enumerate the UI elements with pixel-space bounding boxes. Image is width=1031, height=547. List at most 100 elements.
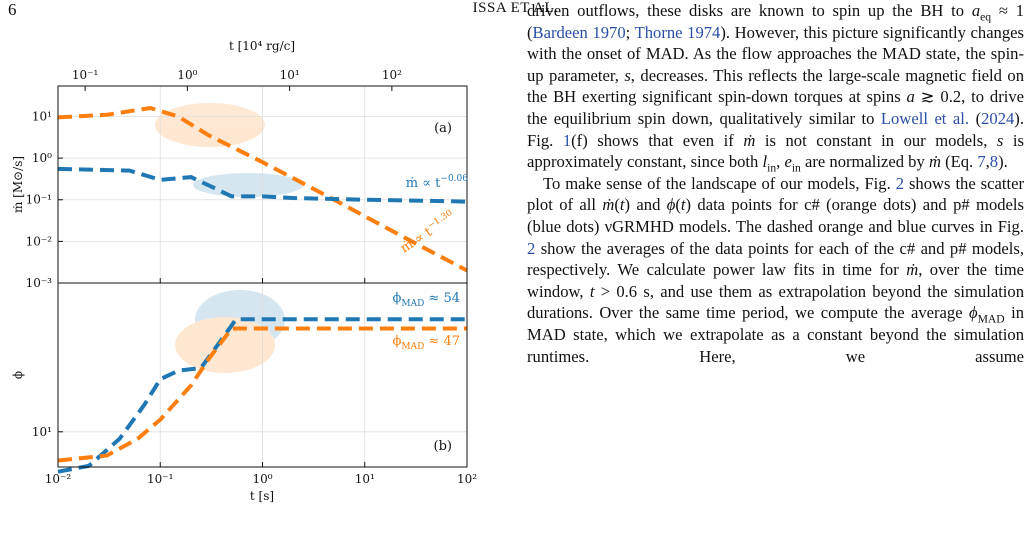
text-column: driven outflows, these disks are known t… — [527, 0, 1024, 367]
y-tick-label: 10⁰ — [32, 151, 52, 165]
annotation-run: ϕ — [392, 291, 401, 306]
text-link[interactable]: 2 — [895, 173, 904, 193]
text-run: driven outflows, these disks are known t… — [527, 1, 972, 20]
running-title: ISSA ET AL. — [472, 0, 559, 16]
text-it: ϕ — [666, 195, 676, 215]
text-run: ). Fig. — [527, 108, 1024, 150]
annotation-run: ϕ — [392, 334, 401, 349]
text-sub: eq — [980, 10, 992, 24]
text-it: ṁ — [906, 260, 919, 280]
annotation-run: ≈ 54 — [424, 291, 460, 306]
y-tick-label: 10⁻¹ — [26, 193, 52, 207]
annotation: ṁ ∝ t−0.06 — [406, 174, 468, 191]
text-link[interactable]: 1 — [562, 130, 572, 150]
dashed-curve — [57, 105, 468, 273]
text-run: ( — [675, 195, 681, 215]
text-run: ( — [614, 195, 620, 215]
x2-tick-label: 10² — [382, 68, 402, 82]
text-it: ṁ — [928, 152, 941, 172]
text-it: t — [680, 195, 686, 215]
axes-frame — [57, 282, 468, 468]
text-link[interactable]: 8 — [989, 152, 999, 172]
annotation: ϕMAD ≈ 47 — [392, 334, 460, 352]
text-run: (f) shows that even if — [571, 130, 744, 150]
annotation-run: (a) — [434, 121, 452, 136]
text-sub: MAD — [977, 312, 1005, 326]
y-tick-label: 10⁻² — [26, 234, 53, 248]
page-number: 6 — [8, 0, 17, 19]
x-tick-label: 10² — [457, 472, 477, 486]
y-axis-label: ṁ [M⊙/s] — [11, 156, 25, 213]
annotation-run: MAD — [401, 299, 424, 309]
paragraph: To make sense of the landscape of our mo… — [527, 173, 1024, 367]
dashed-curve — [57, 317, 467, 474]
text-sub: in — [791, 161, 801, 175]
text-it: ṁ — [602, 195, 615, 215]
dashed-curve — [57, 166, 468, 204]
text-link[interactable]: Bardeen 1970 — [532, 22, 626, 42]
y-tick-label: 10¹ — [32, 425, 52, 439]
text-run: ) and — [624, 195, 667, 215]
text-run: is not constant in our models, — [755, 130, 997, 150]
text-run: shows the scatter plot of all — [527, 173, 1024, 215]
text-run: ; — [625, 22, 635, 42]
text-it: t — [619, 195, 625, 215]
annotation-run: −0.06 — [440, 174, 468, 184]
text-sub: in — [767, 161, 777, 175]
text-it: s — [624, 65, 631, 85]
annotation-run: ṁ ∝ t — [406, 176, 441, 191]
text-it: l — [762, 152, 768, 172]
y-tick-label: 10¹ — [32, 109, 52, 123]
annotation-run: MAD — [401, 342, 424, 352]
text-run: ( — [969, 108, 982, 128]
text-it: s — [996, 130, 1004, 150]
text-it: ϕ — [968, 303, 978, 323]
x-tick-label: 10¹ — [355, 472, 375, 486]
annotation-run: (b) — [434, 439, 452, 454]
text-run: ≈ 1 ( — [527, 1, 1025, 42]
x-axis-label: t [s] — [250, 489, 274, 503]
x-tick-label: 10⁻² — [45, 472, 72, 486]
annotation: (b) — [434, 439, 452, 454]
text-it: t — [589, 281, 595, 301]
text-run: , — [985, 152, 990, 172]
orange-cloud — [175, 317, 275, 373]
x2-tick-label: 10¹ — [280, 68, 300, 82]
text-link[interactable]: 7 — [977, 152, 986, 172]
text-run: , over the time window, — [527, 260, 1024, 301]
text-link[interactable]: 2 — [527, 238, 536, 258]
text-run: > 0.6 s, and use them as extrapolation b… — [527, 281, 1025, 323]
annotation-run: −1.30 — [426, 208, 455, 232]
dashed-curve — [57, 326, 467, 463]
text-run: ) data points for c# (orange dots) and p… — [527, 195, 1024, 236]
text-run: To make sense of the landscape of our mo… — [543, 173, 896, 193]
paragraph: driven outflows, these disks are known t… — [527, 0, 1025, 175]
text-it: ṁ — [743, 130, 756, 150]
text-run: ). However, this picture significantly c… — [527, 22, 1024, 85]
text-run: ≳ 0.2, to drive the equilibrium spin dow… — [527, 87, 1024, 128]
text-link[interactable]: Thorne 1974 — [634, 22, 721, 42]
x-tick-label: 10⁰ — [252, 472, 272, 486]
blue-cloud — [193, 173, 303, 197]
text-link[interactable]: 2024 — [981, 108, 1015, 128]
text-run: is approximately constant, since both — [527, 130, 1024, 172]
text-link[interactable]: Lowell et al. — [880, 108, 970, 128]
text-it: e — [784, 152, 792, 172]
text-run: show the averages of the data points for… — [527, 238, 1024, 280]
x-tick-label: 10⁻¹ — [147, 472, 173, 486]
text-run: ). — [998, 152, 1008, 172]
text-run: (Eq. — [940, 152, 978, 172]
y-tick-label: 10⁻³ — [26, 276, 53, 290]
figure: t [10⁴ rg/c] t [s] 10⁻³ 10⁻² 10⁻¹ 10⁰ 10¹ 10⁻… — [11, 39, 477, 503]
top-axis-label: t [10⁴ rg/c] — [229, 39, 295, 53]
annotation: ϕMAD ≈ 54 — [392, 291, 460, 309]
x2-tick-label: 10⁻¹ — [72, 68, 98, 82]
text-it: a — [971, 1, 981, 20]
orange-cloud — [155, 103, 265, 147]
text-run: , decreases. This reflects the large-sca… — [527, 65, 1025, 107]
text-run: are normalized by — [800, 152, 929, 172]
text-run: , — [776, 152, 785, 172]
text-run: in MAD state, which we extrapolate as a … — [527, 303, 1024, 366]
x2-tick-label: 10⁰ — [177, 68, 197, 82]
